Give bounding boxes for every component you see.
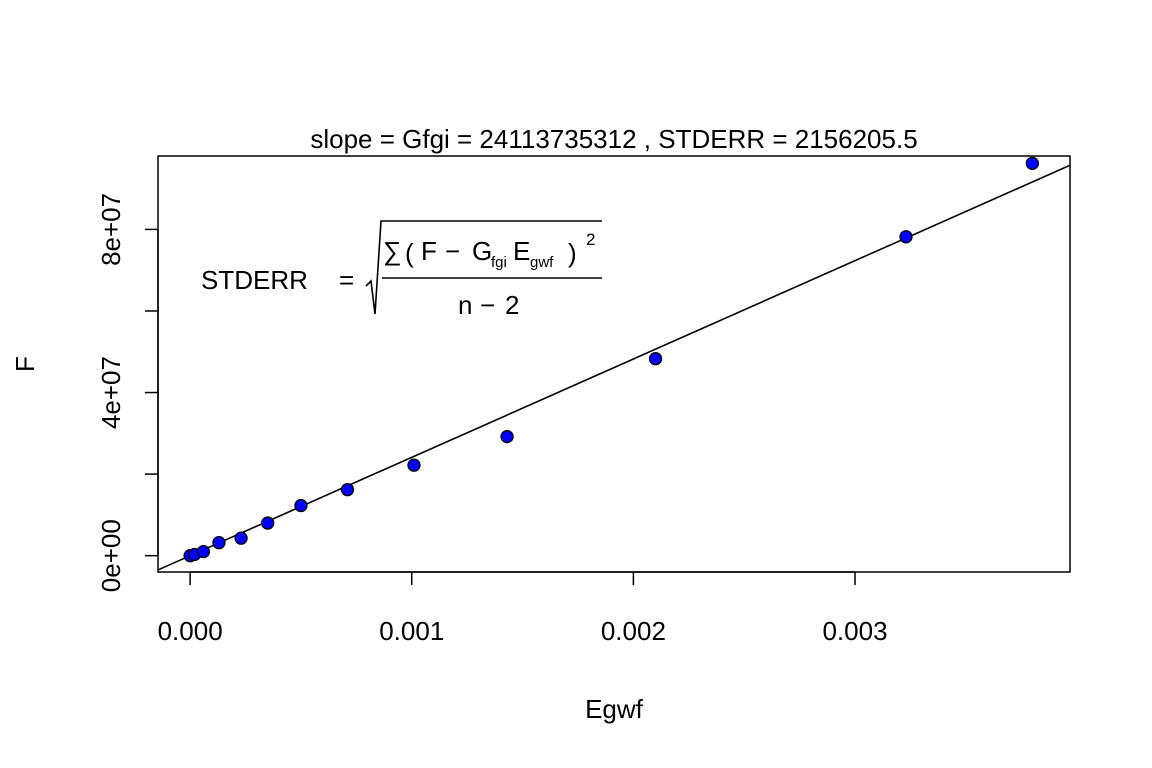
formula-equals: = — [339, 265, 354, 295]
x-tick-label: 0.000 — [158, 616, 223, 646]
data-points — [183, 156, 1039, 563]
formula-two: 2 — [505, 290, 519, 320]
chart-title: slope = Gfgi = 24113735312 , STDERR = 21… — [310, 124, 917, 154]
formula-G-subscript: fgi — [491, 254, 507, 271]
data-point — [234, 531, 248, 545]
x-tick-label: 0.001 — [379, 616, 444, 646]
y-axis-title: F — [10, 356, 40, 372]
formula-E-subscript: gwf — [530, 254, 554, 271]
x-tick-label: 0.002 — [601, 616, 666, 646]
stderr-formula: STDERR = ∑ ( F − G fgi E gwf ) 2 n − 2 — [201, 220, 602, 320]
data-point — [500, 429, 514, 444]
formula-exponent: 2 — [586, 230, 595, 249]
y-axis: 0e+00 4e+07 8e+07 — [96, 193, 159, 592]
formula-minus-2: − — [480, 290, 495, 320]
formula-E: E — [513, 236, 530, 266]
data-point — [340, 482, 355, 497]
plot-area — [158, 164, 1070, 571]
formula-F: F — [421, 236, 437, 266]
data-point — [294, 498, 308, 513]
formula-G: G — [472, 236, 492, 266]
formula-sum: ∑ — [383, 236, 402, 266]
data-point — [196, 544, 211, 559]
formula-close-paren: ) — [568, 238, 577, 268]
formula-lhs: STDERR — [201, 265, 308, 295]
sqrt-sign — [365, 220, 602, 315]
data-point — [899, 230, 913, 244]
data-point — [1025, 156, 1039, 170]
y-tick-label: 4e+07 — [96, 356, 126, 429]
regression-line — [158, 164, 1070, 571]
y-tick-label: 8e+07 — [96, 193, 126, 266]
x-axis: 0.000 0.001 0.002 0.003 — [158, 571, 888, 646]
formula-minus: − — [445, 236, 460, 266]
x-tick-label: 0.003 — [822, 616, 887, 646]
formula-n: n — [458, 290, 472, 320]
data-point — [407, 458, 421, 472]
data-point — [648, 352, 663, 366]
data-point — [212, 535, 226, 550]
y-tick-label: 0e+00 — [96, 519, 126, 592]
formula-open-paren: ( — [405, 238, 414, 268]
x-axis-title: Egwf — [585, 694, 644, 724]
data-point — [261, 516, 275, 530]
